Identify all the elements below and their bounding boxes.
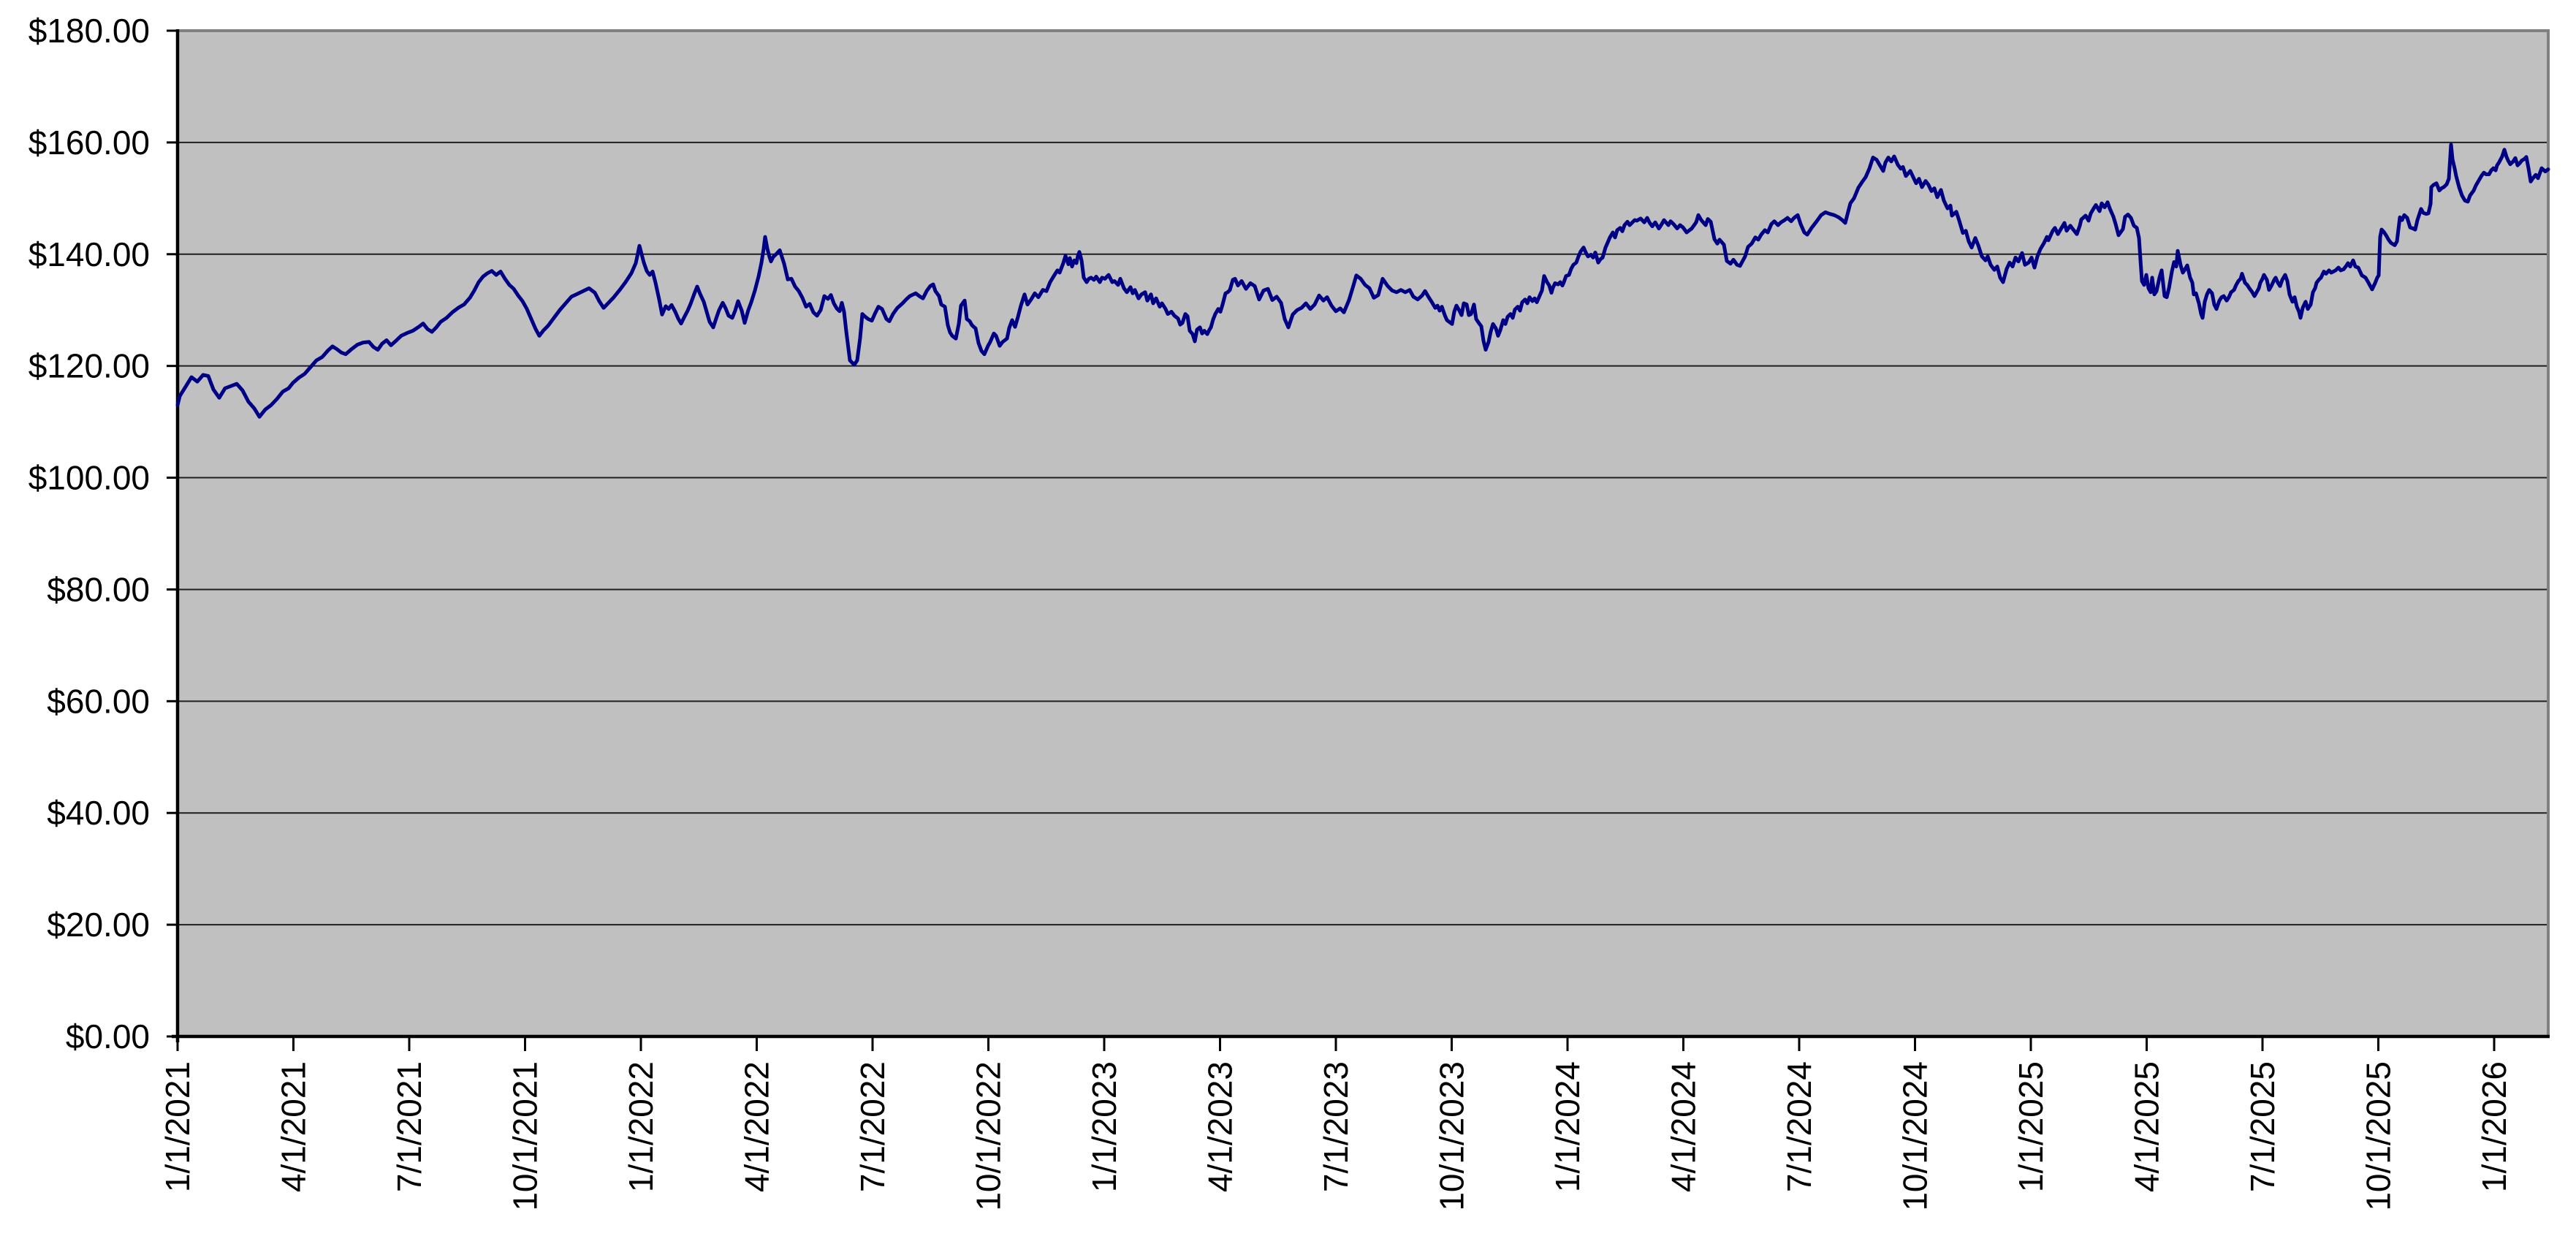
x-tick-label: 1/1/2024 (1549, 1061, 1587, 1192)
y-tick-label: $40.00 (47, 794, 150, 832)
plot-background (178, 31, 2548, 1036)
x-tick-label: 1/1/2023 (1085, 1061, 1123, 1192)
x-tick-label: 7/1/2025 (2243, 1061, 2281, 1192)
y-tick-label: $140.00 (29, 235, 150, 273)
x-tick-label: 4/1/2022 (738, 1061, 776, 1192)
x-tick-label: 4/1/2023 (1201, 1061, 1239, 1192)
y-tick-label: $0.00 (66, 1017, 150, 1055)
x-tick-label: 7/1/2022 (854, 1061, 892, 1192)
y-axis-labels: $180.00 $160.00 $140.00 $120.00 $100.00 $80.0… (29, 12, 150, 1055)
y-tick-label: $160.00 (29, 124, 150, 162)
series-line-price (175, 143, 2550, 419)
axis-ticks (167, 29, 2496, 1051)
x-tick-label: 4/1/2021 (275, 1061, 313, 1192)
x-tick-label: 10/1/2025 (2360, 1061, 2398, 1211)
x-tick-label: 7/1/2021 (390, 1061, 428, 1192)
price-line-series (175, 143, 2550, 419)
y-tick-label: $120.00 (29, 347, 150, 385)
x-axis-labels: 1/1/2021 4/1/2021 7/1/2021 10/1/2021 1/1/202… (159, 1061, 2513, 1211)
x-tick-label: 10/1/2024 (1896, 1061, 1934, 1211)
axes (172, 29, 2550, 1042)
x-tick-label: 7/1/2024 (1780, 1061, 1818, 1192)
x-tick-label: 4/1/2025 (2128, 1061, 2166, 1192)
x-tick-label: 4/1/2024 (1665, 1061, 1703, 1192)
x-tick-label: 10/1/2021 (506, 1061, 544, 1211)
x-tick-label: 1/1/2025 (2012, 1061, 2050, 1192)
x-tick-label: 10/1/2023 (1433, 1061, 1471, 1211)
y-tick-label: $80.00 (47, 570, 150, 608)
x-tick-label: 10/1/2022 (970, 1061, 1008, 1211)
x-tick-label: 1/1/2022 (622, 1061, 660, 1192)
y-tick-label: $100.00 (29, 459, 150, 497)
gridlines (178, 141, 2548, 926)
y-tick-label: $20.00 (47, 906, 150, 944)
x-tick-label: 1/1/2021 (159, 1061, 197, 1192)
x-tick-label: 7/1/2023 (1317, 1061, 1355, 1192)
y-tick-label: $180.00 (29, 12, 150, 50)
plot-area (178, 31, 2548, 1036)
y-tick-label: $60.00 (47, 682, 150, 720)
x-tick-label: 1/1/2026 (2475, 1061, 2513, 1192)
